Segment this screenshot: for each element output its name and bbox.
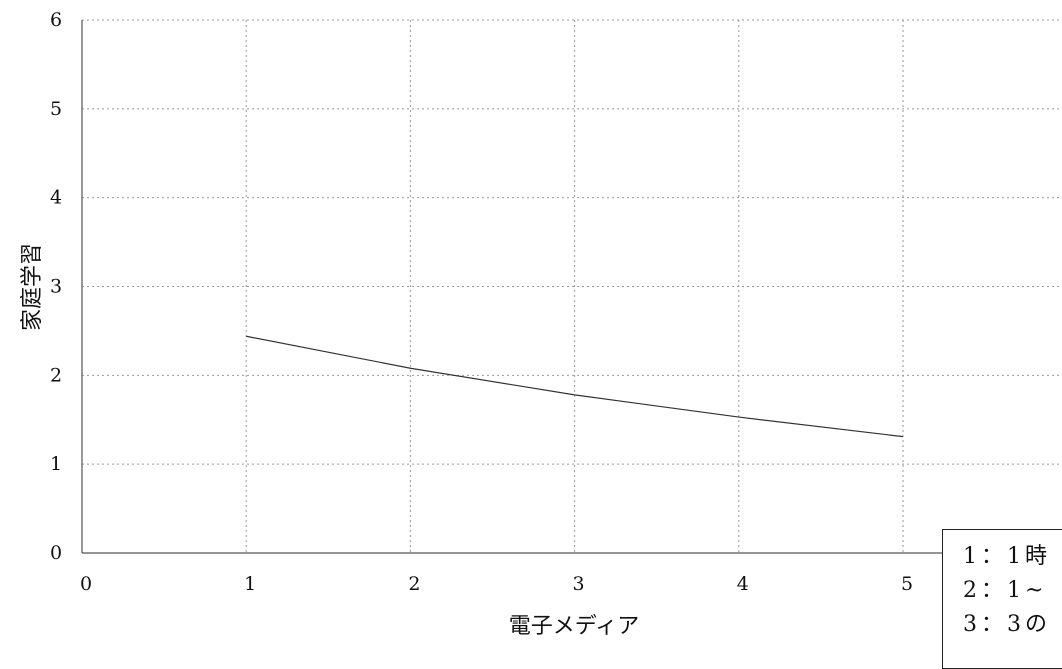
legend-item: 2：1~ (963, 578, 1048, 603)
x-tick-label: 5 (901, 573, 913, 595)
x-tick-labels: 0 1 2 3 4 5 (80, 573, 913, 595)
x-tick-label: 2 (408, 573, 420, 595)
y-tick-label: 6 (50, 9, 62, 31)
y-tick-label: 4 (50, 187, 62, 209)
x-tick-label: 4 (737, 573, 749, 595)
y-tick-label: 1 (50, 453, 62, 475)
grid-lines (82, 19, 1062, 553)
series-group (246, 335, 904, 438)
legend-box: 1：1時 2：1~ 3：3の (942, 529, 1062, 669)
legend-item: 1：1時 (963, 544, 1051, 569)
y-axis-label: 家庭学習 (20, 243, 45, 331)
line-chart: 0 1 2 3 4 5 0 1 2 3 4 5 6 電子メディア 家庭学習 (20, 9, 1062, 639)
legend-item: 3：3の (963, 612, 1051, 637)
x-tick-label: 1 (244, 573, 256, 595)
y-tick-label: 5 (50, 98, 62, 120)
y-tick-labels: 0 1 2 3 4 5 6 (50, 9, 62, 564)
x-axis-label: 電子メディア (509, 614, 639, 639)
x-tick-label: 0 (80, 573, 92, 595)
y-tick-label: 0 (50, 542, 62, 564)
series-line (246, 335, 904, 438)
axes (81, 20, 1062, 554)
y-tick-label: 3 (50, 276, 62, 298)
y-tick-label: 2 (50, 364, 62, 386)
x-tick-label: 3 (573, 573, 585, 595)
